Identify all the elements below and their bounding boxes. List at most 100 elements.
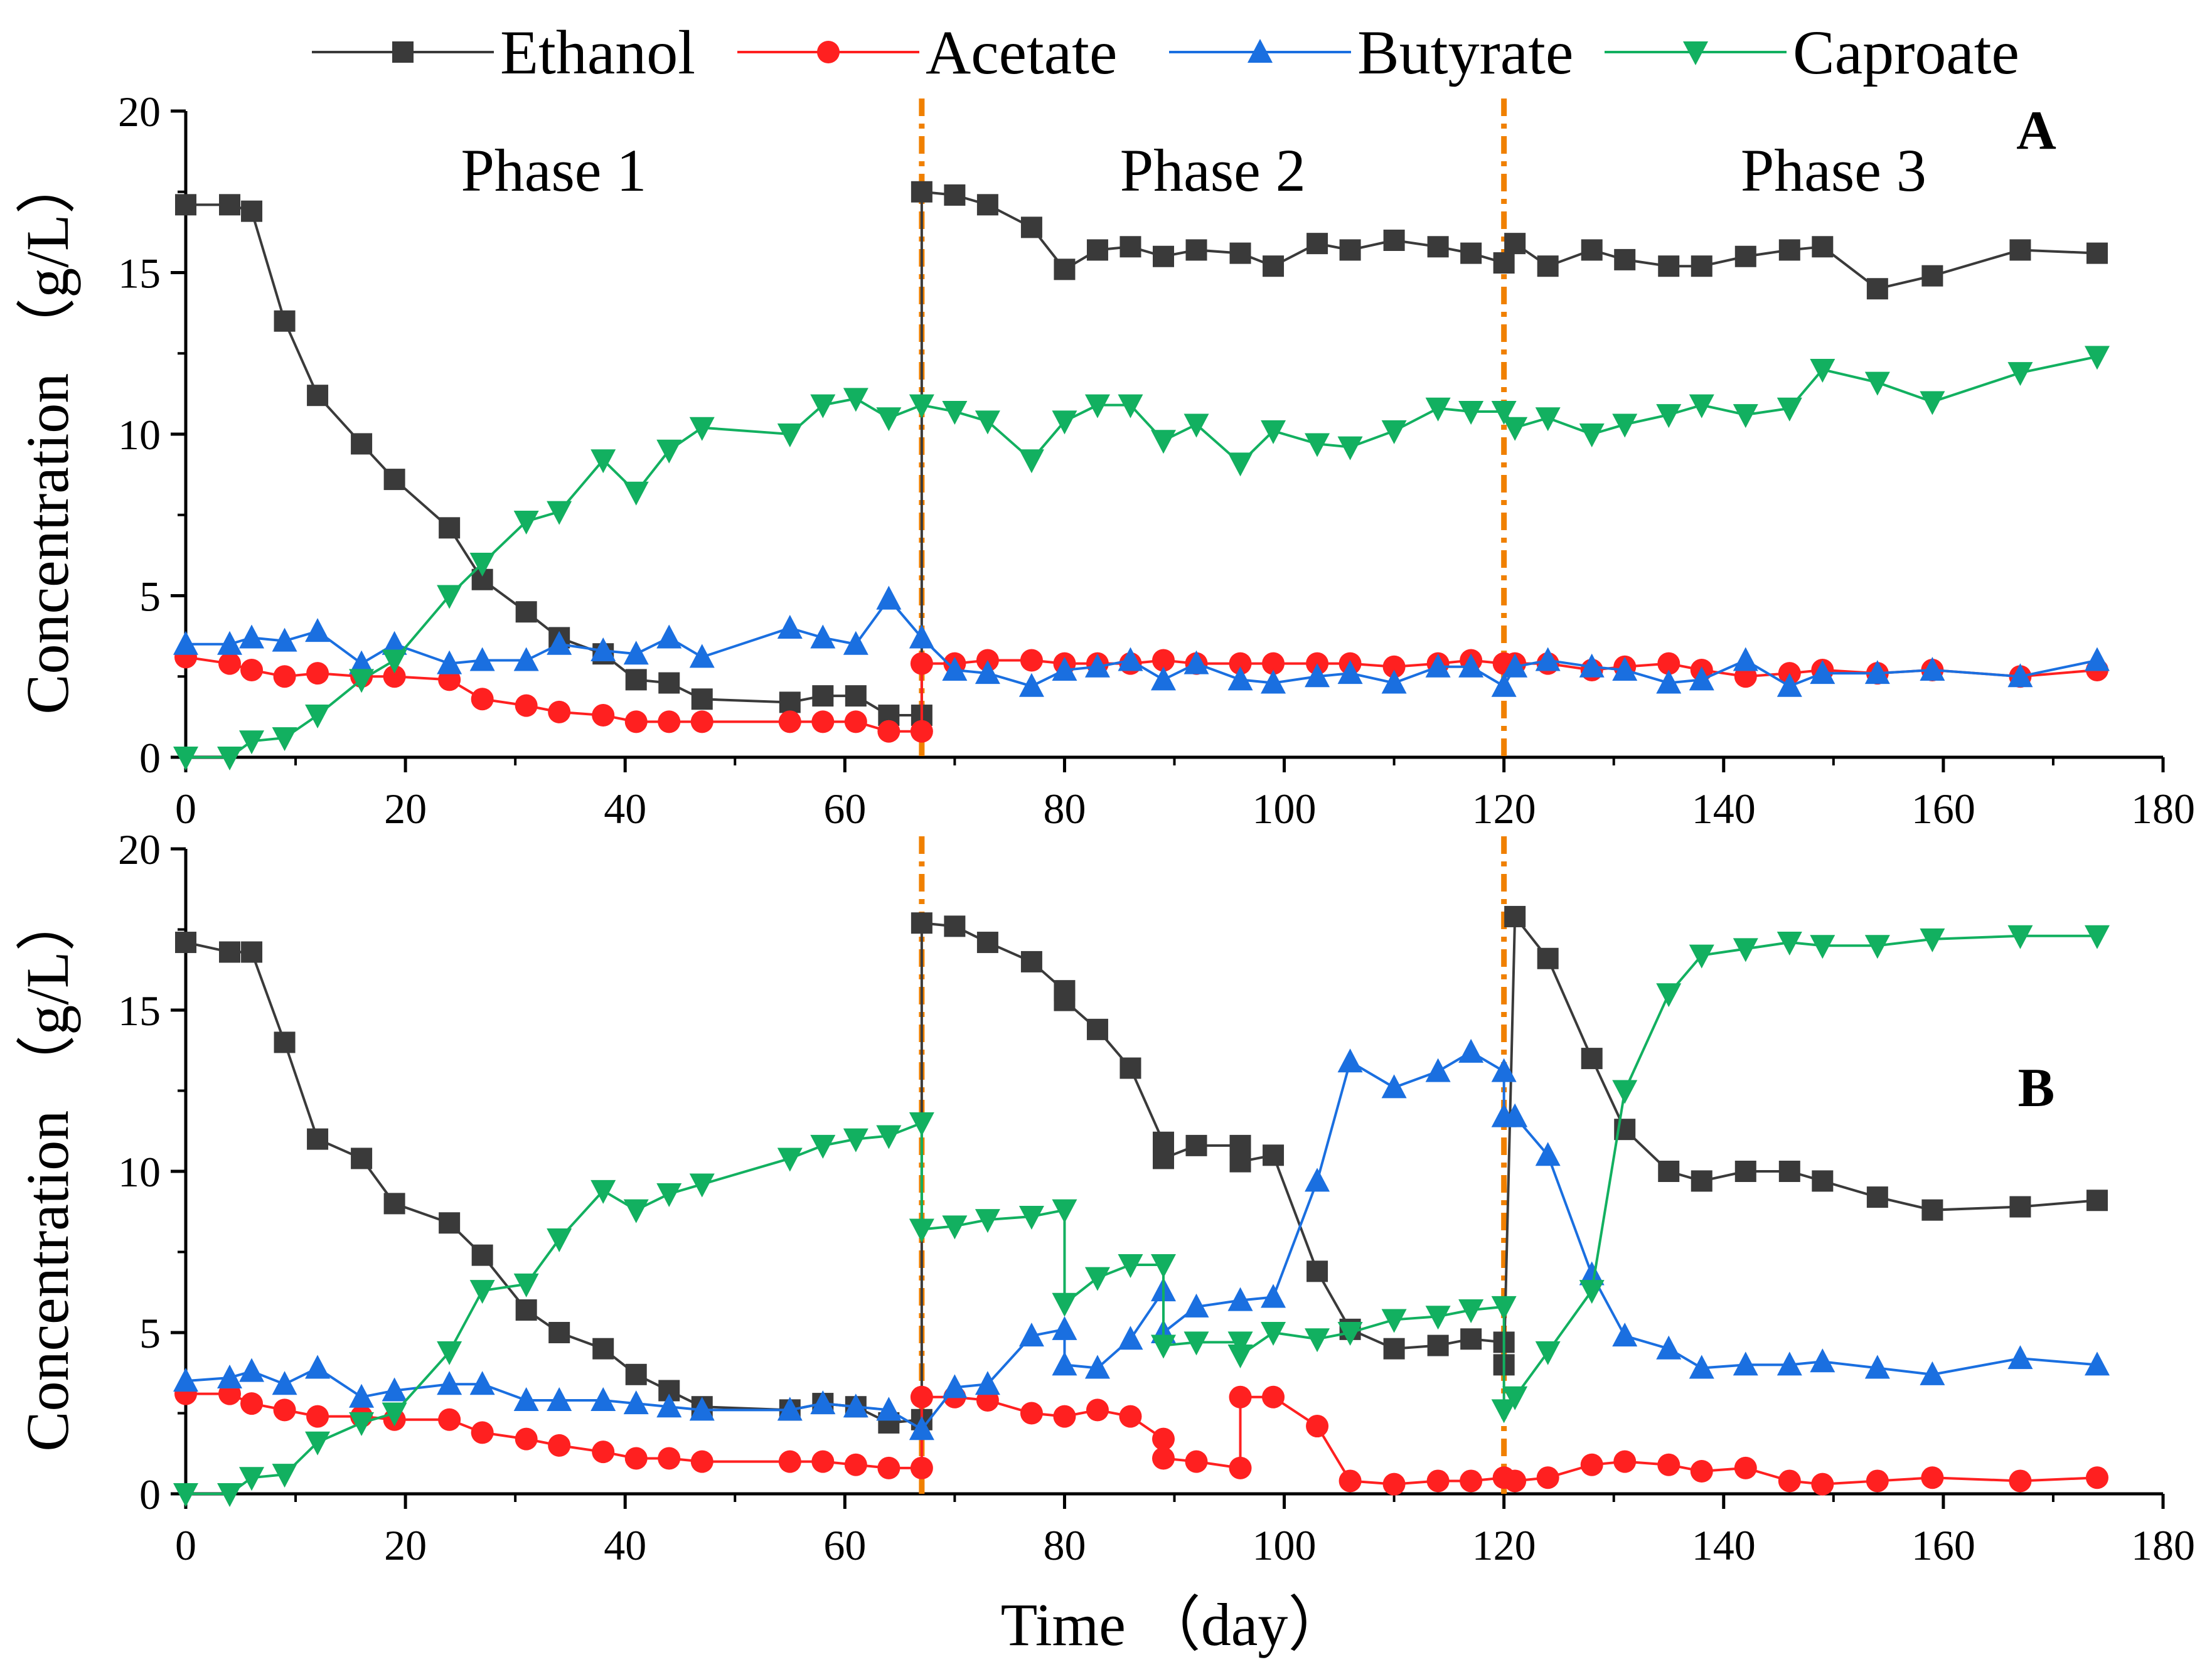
caproate-point xyxy=(1183,1331,1209,1356)
caproate-point xyxy=(1018,449,1044,474)
ethanol-point xyxy=(307,385,329,407)
x-tick-label: 120 xyxy=(1472,785,1536,833)
caproate-point xyxy=(272,727,297,752)
butyrate-point xyxy=(843,1393,868,1418)
butyrate-point xyxy=(1656,1335,1682,1360)
butyrate-point xyxy=(1777,1351,1802,1376)
butyrate-point xyxy=(975,1371,1000,1395)
butyrate-point xyxy=(1118,1326,1143,1350)
y-tick-label: 20 xyxy=(118,88,161,136)
butyrate-point xyxy=(1425,653,1451,678)
acetate-point xyxy=(1382,1472,1406,1496)
butyrate-point xyxy=(1810,1348,1835,1373)
butyrate-point xyxy=(1777,673,1802,697)
butyrate-point xyxy=(1535,647,1561,671)
butyrate-point xyxy=(1183,1293,1209,1318)
acetate-point xyxy=(1020,1402,1043,1425)
butyrate-point xyxy=(689,644,715,668)
butyrate-point xyxy=(2084,647,2110,671)
acetate-point xyxy=(548,1434,571,1457)
x-tick-label: 180 xyxy=(2131,1521,2195,1569)
butyrate-point xyxy=(975,660,1000,684)
caproate-point xyxy=(1150,1254,1176,1279)
ethanol-point xyxy=(976,194,998,216)
butyrate-point xyxy=(876,585,902,610)
legend-item-ethanol: Ethanol xyxy=(312,18,695,87)
ethanol-point xyxy=(1581,239,1603,261)
butyrate-point xyxy=(1612,656,1638,681)
legend-item-acetate: Acetate xyxy=(737,18,1117,87)
caproate-point xyxy=(1337,436,1363,461)
legend-marker xyxy=(392,41,414,63)
butyrate-point xyxy=(305,1355,331,1379)
caproate-point xyxy=(2084,346,2110,370)
y-tick-label: 5 xyxy=(139,573,161,620)
ethanol-point xyxy=(911,912,932,934)
ethanol-point xyxy=(976,932,998,954)
y-tick-label: 5 xyxy=(139,1309,161,1357)
caproate-point xyxy=(810,394,836,418)
ethanol-point xyxy=(241,941,263,963)
x-tick-label: 160 xyxy=(1911,1521,1975,1569)
series-butyrate xyxy=(173,585,2110,697)
ethanol-point xyxy=(1921,265,1943,287)
caproate-point xyxy=(173,1483,198,1507)
legend-marker xyxy=(817,41,840,63)
ethanol-point xyxy=(625,669,647,691)
acetate-point xyxy=(306,1405,329,1428)
caproate-point xyxy=(382,649,407,674)
acetate-point xyxy=(1426,1469,1450,1493)
caproate-point xyxy=(1810,935,1835,959)
ethanol-point xyxy=(515,601,537,623)
butyrate-point xyxy=(1458,653,1484,678)
ethanol-point xyxy=(1778,239,1800,261)
ethanol-point xyxy=(2009,1196,2031,1218)
acetate-point xyxy=(1657,652,1680,675)
ethanol-point xyxy=(2009,239,2031,261)
ethanol-point xyxy=(515,1299,537,1321)
caproate-point xyxy=(1579,1280,1605,1304)
acetate-point xyxy=(1657,1453,1680,1476)
ethanol-point xyxy=(307,1128,329,1150)
caproate-point xyxy=(1183,413,1209,438)
caproate-point xyxy=(1777,932,1802,956)
caproate-point xyxy=(942,400,968,425)
ethanol-point xyxy=(1614,248,1636,270)
butyrate-point xyxy=(1810,660,1835,684)
caproate-point xyxy=(1227,1331,1253,1356)
ethanol-point xyxy=(1734,245,1756,267)
series-caproate xyxy=(173,925,2110,1507)
caproate-point xyxy=(469,553,495,577)
caproate-point xyxy=(590,449,616,474)
x-tick-label: 60 xyxy=(823,785,866,833)
caproate-point xyxy=(1227,452,1253,477)
ethanol-point xyxy=(1493,252,1515,274)
butyrate-point xyxy=(1612,1323,1638,1347)
butyrate-point xyxy=(1305,1168,1330,1192)
caproate-point xyxy=(1920,391,1945,415)
butyrate-point xyxy=(173,1368,198,1392)
butyrate-point xyxy=(942,1374,968,1398)
butyrate-point xyxy=(590,637,616,662)
caproate-point xyxy=(1305,433,1330,457)
acetate-point xyxy=(1151,1447,1175,1470)
ethanol-point xyxy=(1658,255,1680,277)
caproate-point xyxy=(623,481,649,506)
ethanol-point xyxy=(779,691,801,713)
butyrate-point xyxy=(217,1364,243,1388)
legend-marker xyxy=(1683,41,1708,65)
x-tick-label: 140 xyxy=(1692,1521,1756,1569)
acetate-point xyxy=(1580,1453,1603,1476)
ethanol-point xyxy=(1339,239,1361,261)
acetate-point xyxy=(1866,1469,1889,1493)
ethanol-point xyxy=(1812,236,1834,258)
caproate-point xyxy=(1502,417,1528,441)
x-tick-label: 0 xyxy=(175,785,196,833)
ethanol-point xyxy=(1306,233,1328,255)
ethanol-point xyxy=(1086,239,1108,261)
ethanol-point xyxy=(219,941,241,963)
caproate-point xyxy=(1612,413,1638,438)
x-tick-label: 180 xyxy=(2131,785,2195,833)
ethanol-point xyxy=(911,181,932,203)
caproate-point xyxy=(2007,925,2033,949)
